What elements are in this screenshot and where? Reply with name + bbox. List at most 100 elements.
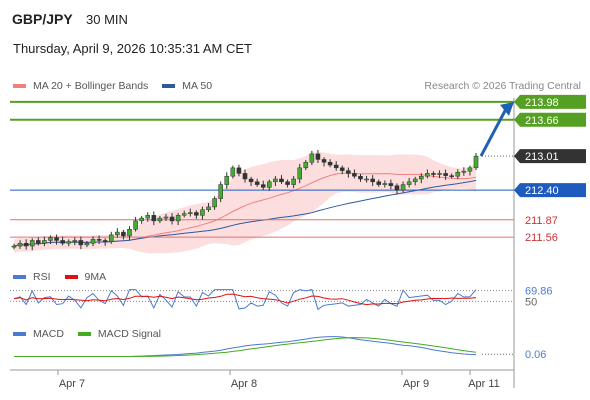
candle-body xyxy=(267,181,272,188)
rsi-ma-legend-swatch xyxy=(64,275,78,279)
macd-signal-line xyxy=(14,337,477,357)
candle-body xyxy=(151,215,157,222)
candle-body xyxy=(163,216,169,219)
ma20-legend-swatch xyxy=(13,84,26,88)
candle-body xyxy=(175,215,181,222)
candle-body xyxy=(346,170,351,174)
macd-legend: MACD MACD Signal xyxy=(13,328,161,340)
ma50-legend-label: MA 50 xyxy=(182,80,213,92)
candle-body xyxy=(224,175,230,185)
candle-body xyxy=(406,181,412,185)
candle-body xyxy=(42,240,47,244)
candle-body xyxy=(461,170,467,173)
candle-body xyxy=(273,178,278,183)
candle-body xyxy=(145,215,151,219)
candle-body xyxy=(376,181,382,185)
candle-body xyxy=(23,242,29,247)
level-label-1: 213.66 xyxy=(525,115,559,127)
candle-body xyxy=(412,178,418,183)
level-label-5: 211.56 xyxy=(525,232,558,244)
level-box-1 xyxy=(514,112,586,127)
forecast-arrow-head xyxy=(500,101,514,116)
candle-body xyxy=(218,184,223,199)
level-box-0 xyxy=(514,94,586,109)
candle-body xyxy=(60,240,65,244)
x-tick-label: Apr 7 xyxy=(59,378,85,390)
level-box-3 xyxy=(514,183,586,198)
candle-body xyxy=(370,178,375,183)
rsi-50-label: 50 xyxy=(525,296,537,308)
candle-body xyxy=(127,229,132,237)
candle-body xyxy=(139,217,144,222)
candle-body xyxy=(169,216,175,222)
forecast-arrow-shaft xyxy=(479,108,508,157)
ma20-legend-label: MA 20 + Bollinger Bands xyxy=(33,80,149,92)
candle-body xyxy=(437,173,442,175)
candle-body xyxy=(200,209,205,216)
candle-body xyxy=(291,178,296,185)
candle-body xyxy=(352,173,357,177)
candle-body xyxy=(242,173,248,180)
candle-body xyxy=(29,240,35,247)
macd-value-label: 0.06 xyxy=(525,349,546,361)
candle-body xyxy=(54,237,59,241)
candle-body xyxy=(121,231,126,237)
candle-body xyxy=(467,167,473,172)
candle-body xyxy=(431,173,436,175)
candle-body xyxy=(382,183,388,185)
candle-body xyxy=(333,164,339,169)
ma50-legend-swatch xyxy=(162,84,176,88)
candle-body xyxy=(230,167,236,177)
timestamp-label: Thursday, April 9, 2026 10:35:31 AM CET xyxy=(13,41,252,56)
level-label-2: 213.01 xyxy=(525,151,559,163)
bollinger-band xyxy=(14,152,476,254)
rsi-value-label: 69.86 xyxy=(525,286,553,298)
x-tick-label: Apr 8 xyxy=(231,378,257,390)
candle-body xyxy=(443,173,448,176)
rsi-ma-line xyxy=(13,293,477,306)
candle-body xyxy=(194,212,199,216)
macd-line xyxy=(14,336,477,357)
candle-body xyxy=(90,239,96,244)
candle-body xyxy=(102,240,108,242)
candle-body xyxy=(297,167,302,180)
candle-body xyxy=(394,185,400,191)
rsi-legend: RSI 9MA xyxy=(13,271,106,283)
candle-body xyxy=(66,241,71,244)
rsi-line xyxy=(13,289,477,311)
candle-body xyxy=(72,240,78,242)
candle-body xyxy=(309,153,315,163)
candle-body xyxy=(400,184,406,191)
macd-legend-swatch xyxy=(13,332,26,336)
candle-body xyxy=(133,220,138,230)
candle-body xyxy=(48,237,53,241)
candle-body xyxy=(425,173,430,177)
macd-legend-label: MACD xyxy=(33,328,64,340)
candle-body xyxy=(364,178,369,181)
macd-signal-legend-swatch xyxy=(77,332,91,336)
candle-body xyxy=(473,155,479,169)
candle-body xyxy=(108,234,114,242)
candle-body xyxy=(36,240,41,244)
candle-body xyxy=(212,198,217,208)
candle-body xyxy=(96,239,102,241)
candle-body xyxy=(358,175,363,180)
candle-body xyxy=(236,167,242,174)
rsi-ma-legend-label: 9MA xyxy=(84,271,107,283)
rsi-legend-swatch xyxy=(13,275,26,279)
rsi-legend-label: RSI xyxy=(33,271,51,283)
candle-body xyxy=(11,245,17,248)
candle-body xyxy=(157,217,163,222)
candle-body xyxy=(419,175,424,180)
credit-label: Research © 2026 Trading Central xyxy=(424,80,581,92)
candle-body xyxy=(206,206,211,210)
level-label-3: 212.40 xyxy=(525,185,559,197)
candle-body xyxy=(285,181,290,185)
level-box-2 xyxy=(514,149,586,164)
candle-body xyxy=(303,161,309,169)
candle-body xyxy=(181,213,187,216)
candle-body xyxy=(260,184,266,188)
candle-body xyxy=(455,172,461,177)
macd-signal-legend-label: MACD Signal xyxy=(97,328,161,340)
